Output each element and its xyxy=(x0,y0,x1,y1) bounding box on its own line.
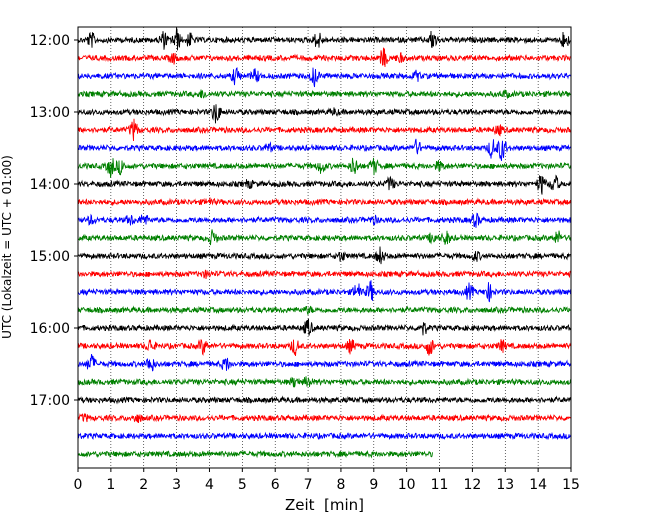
x-tick-label: 11 xyxy=(431,477,449,493)
trace-1730 xyxy=(77,431,572,441)
x-tick-label: 9 xyxy=(369,477,378,493)
trace-1415 xyxy=(77,197,572,207)
plot-frame xyxy=(77,26,572,469)
y-axis: 12:00 13:00 14:00 15:00 16:00 17:00 xyxy=(30,33,78,409)
trace-1345 xyxy=(77,157,572,178)
trace-1545 xyxy=(77,305,572,315)
x-tick-label: 1 xyxy=(106,477,115,493)
x-tick-label: 5 xyxy=(238,477,247,493)
x-axis-label: Zeit [min] xyxy=(285,496,364,514)
x-tick-label: 15 xyxy=(562,477,580,493)
x-tick-label: 0 xyxy=(74,477,83,493)
x-tick-label: 6 xyxy=(271,477,280,493)
trace-1215 xyxy=(77,47,572,68)
x-tick-label: 8 xyxy=(336,477,345,493)
trace-1245 xyxy=(77,89,572,100)
trace-1500 xyxy=(77,246,572,265)
x-tick-label: 4 xyxy=(205,477,214,493)
trace-1315 xyxy=(77,118,572,142)
trace-1645 xyxy=(77,376,572,388)
trace-1200 xyxy=(77,26,572,51)
y-tick-label: 12:00 xyxy=(30,33,70,49)
trace-1530 xyxy=(77,280,572,303)
trace-1445 xyxy=(77,229,572,246)
trace-1300 xyxy=(77,104,572,124)
y-tick-label: 16:00 xyxy=(30,321,70,337)
x-tick-label: 12 xyxy=(463,477,481,493)
trace-1230 xyxy=(78,67,572,88)
x-axis: 0 1 2 3 4 5 6 7 8 9 10 11 12 13 14 15 xyxy=(74,468,580,493)
x-tick-label: 3 xyxy=(172,477,181,493)
x-tick-label: 7 xyxy=(304,477,313,493)
x-tick-label: 13 xyxy=(496,477,514,493)
x-tick-label: 2 xyxy=(139,477,148,493)
y-tick-label: 13:00 xyxy=(30,105,70,121)
x-tick-label: 10 xyxy=(398,477,416,493)
trace-1330 xyxy=(77,138,572,161)
trace-1745 xyxy=(77,449,433,459)
trace-1630 xyxy=(77,353,572,372)
trace-1715 xyxy=(77,412,572,424)
trace-series xyxy=(77,26,572,459)
x-tick-label: 14 xyxy=(529,477,547,493)
trace-1515 xyxy=(77,269,572,280)
trace-1430 xyxy=(77,212,572,228)
trace-1615 xyxy=(77,338,572,356)
y-tick-label: 15:00 xyxy=(30,249,70,265)
trace-1400 xyxy=(77,174,572,195)
y-tick-label: 17:00 xyxy=(30,393,70,409)
y-axis-label: UTC (Lokalzeit = UTC + 01:00) xyxy=(0,155,14,339)
y-tick-label: 14:00 xyxy=(30,177,70,193)
trace-1700 xyxy=(77,395,572,405)
trace-1600 xyxy=(77,318,572,336)
